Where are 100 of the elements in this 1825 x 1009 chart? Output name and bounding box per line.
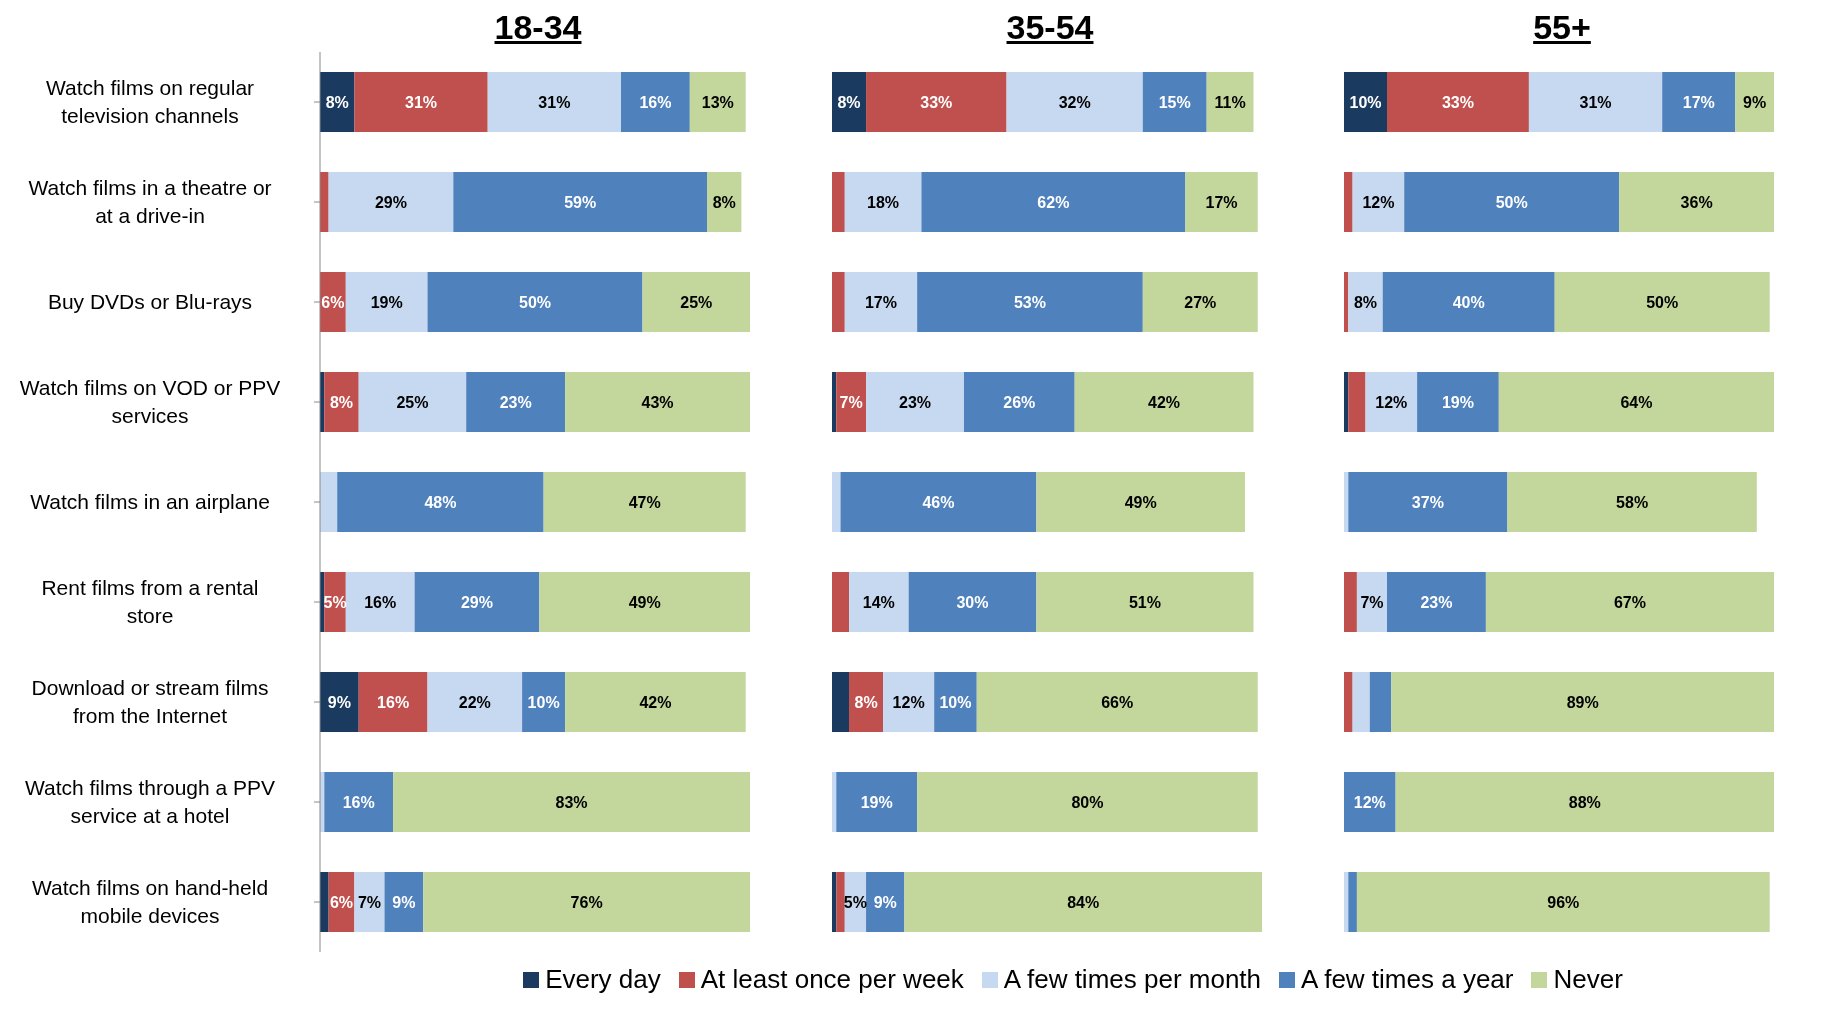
bar [1365, 372, 1418, 432]
y-tick-label: Watch films in a theatre or at a drive-in [28, 176, 272, 227]
data-label: 25% [680, 294, 713, 311]
bar [917, 772, 1258, 832]
bar [832, 172, 845, 232]
data-label: 8% [712, 194, 736, 211]
data-label: 5% [843, 894, 867, 911]
data-label: 26% [1003, 394, 1036, 411]
data-label: 9% [1743, 94, 1767, 111]
data-label: 40% [1452, 294, 1485, 311]
data-label: 84% [1067, 894, 1100, 911]
data-label: 96% [1547, 894, 1580, 911]
bar [832, 72, 867, 132]
data-label: 6% [329, 894, 354, 911]
data-label: 15% [1158, 94, 1191, 111]
data-label: 7% [357, 894, 382, 911]
bar [1662, 72, 1736, 132]
bar [844, 172, 922, 232]
data-label: 23% [1420, 594, 1453, 611]
data-label: 14% [862, 594, 895, 611]
data-label: 9% [392, 894, 416, 911]
data-label: 17% [1205, 194, 1238, 211]
bar [345, 272, 428, 332]
data-label: 16% [377, 694, 410, 711]
bar [1356, 572, 1387, 632]
data-label: 19% [1441, 394, 1474, 411]
bar [384, 872, 424, 932]
bar [453, 172, 707, 232]
data-label: 7% [1360, 594, 1384, 611]
bar [320, 672, 359, 732]
data-label: 23% [899, 394, 932, 411]
bar [1344, 872, 1349, 932]
bar [414, 572, 540, 632]
bar [1348, 272, 1383, 332]
bar [1369, 672, 1392, 732]
data-label: 9% [873, 894, 897, 911]
data-label: 8% [837, 94, 861, 111]
data-label: 64% [1620, 394, 1653, 411]
bar [1344, 472, 1349, 532]
data-label: 27% [1184, 294, 1217, 311]
bar [1735, 72, 1774, 132]
y-tick-label: Rent films from a rental store [41, 576, 259, 627]
bar [849, 672, 884, 732]
data-label: 29% [374, 194, 407, 211]
data-label: 49% [1124, 494, 1157, 511]
bar [908, 572, 1037, 632]
bar [1391, 672, 1774, 732]
bar [1554, 272, 1770, 332]
bar [1185, 172, 1258, 232]
bar [963, 372, 1075, 432]
bar [832, 272, 845, 332]
data-label: 16% [364, 594, 397, 611]
bar [1387, 572, 1486, 632]
bar [423, 872, 750, 932]
data-label: 62% [1037, 194, 1070, 211]
data-label: 31% [538, 94, 571, 111]
data-label: 66% [1101, 694, 1134, 711]
legend-label: Every day [545, 964, 661, 995]
bar [1387, 72, 1529, 132]
data-label: 46% [922, 494, 955, 511]
data-label: 43% [641, 394, 674, 411]
bar [904, 872, 1262, 932]
bar [840, 472, 1037, 532]
data-label: 6% [321, 294, 345, 311]
y-tick-label: Watch films on hand-held mobile devices [31, 876, 269, 927]
legend-label: A few times per month [1003, 964, 1262, 995]
y-tick-label: Buy DVDs or Blu-rays [47, 290, 253, 313]
data-label: 50% [518, 294, 552, 311]
bar [1036, 472, 1245, 532]
legend-label: A few times a year [1301, 964, 1514, 995]
data-label: 42% [639, 694, 672, 711]
data-label: 17% [1682, 94, 1715, 111]
bar [1006, 72, 1143, 132]
bar [1344, 372, 1349, 432]
y-tick-label: Watch films in an airplane [30, 490, 270, 513]
bar [621, 72, 690, 132]
bar [1382, 272, 1555, 332]
bar [1344, 672, 1353, 732]
data-label: 9% [327, 694, 351, 711]
data-label: 50% [1646, 294, 1679, 311]
bar [1344, 572, 1357, 632]
data-label: 10% [1349, 94, 1382, 111]
bar [354, 872, 385, 932]
chart-title: 18-34 [493, 8, 583, 48]
bar [1619, 172, 1774, 232]
y-tick-label: Download or stream films from the Internet [31, 676, 269, 727]
bar [849, 572, 909, 632]
bar [832, 372, 837, 432]
data-label: 7% [839, 394, 863, 411]
bar [565, 672, 746, 732]
chart-title: 35-54 [1005, 8, 1095, 48]
data-label: 8% [1353, 294, 1378, 311]
data-label: 17% [864, 294, 897, 311]
data-label: 47% [628, 494, 661, 511]
bar [393, 772, 750, 832]
data-label: 51% [1128, 594, 1161, 611]
data-label: 67% [1613, 594, 1646, 611]
data-label: 50% [1495, 194, 1528, 211]
data-label: 37% [1411, 494, 1444, 511]
bar [832, 872, 837, 932]
